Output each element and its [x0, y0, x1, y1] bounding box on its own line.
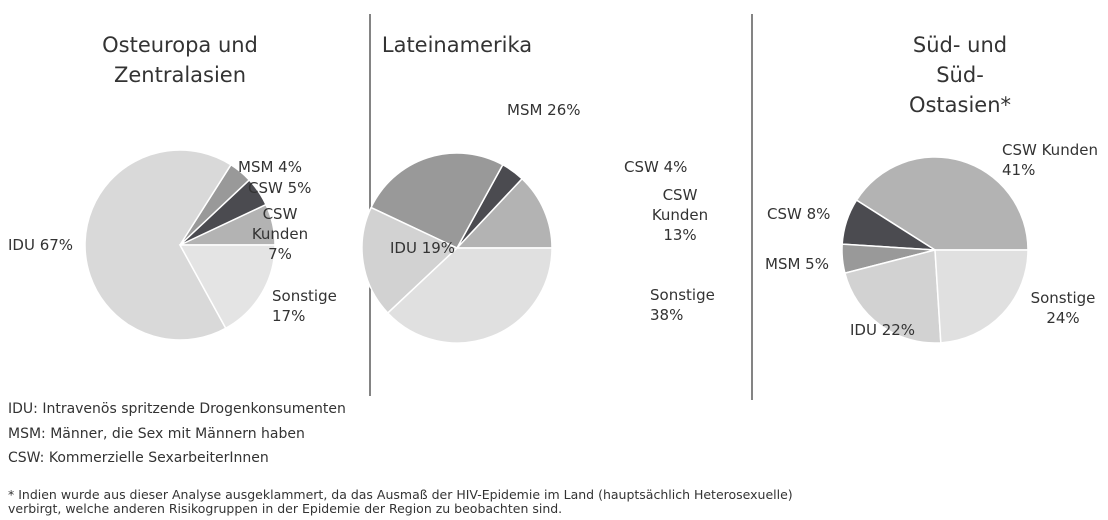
note: CSW: Kommerzielle SexarbeiterInnen [8, 450, 269, 466]
slice-label: CSW 8% [767, 205, 831, 223]
chart-title: Süd- und Süd-Ostasien* [908, 33, 1012, 117]
slice-label: CSW Kunden 7% [251, 205, 309, 263]
pie-slice [844, 249, 942, 344]
note: MSM: Männer, die Sex mit Männern haben [8, 426, 305, 442]
slice-label: MSM 5% [765, 255, 829, 273]
note: IDU: Intravenös spritzende Drogenkonsume… [8, 401, 346, 417]
slice-label: IDU 67% [8, 236, 74, 254]
slice-label: MSM 4% [238, 158, 302, 176]
pie-slice [934, 249, 1029, 344]
pie-slice [370, 152, 504, 249]
slice-label: IDU 19% [390, 239, 456, 257]
pie-slice [386, 247, 553, 344]
footnote: * Indien wurde aus dieser Analyse ausgek… [8, 487, 793, 516]
slice-label: MSM 26% [507, 101, 581, 119]
pie-slice [361, 206, 459, 315]
chart-title: Osteuropa und Zentralasien [102, 33, 258, 87]
slice-label: CSW 5% [248, 179, 312, 197]
slice-label: Sonstige 38% [650, 286, 715, 324]
slice-label: CSW Kunden 13% [651, 186, 709, 244]
pie-slice [455, 177, 553, 249]
pie-slice [84, 149, 232, 341]
slice-label: IDU 22% [850, 321, 916, 339]
pie-slice [178, 244, 276, 330]
slice-label: CSW Kunden 41% [1002, 141, 1098, 179]
chart-title: Lateinamerika [381, 33, 533, 57]
slice-label: Sonstige 24% [1030, 289, 1096, 327]
slice-label: Sonstige 17% [272, 287, 337, 325]
slice-label: CSW 4% [624, 158, 688, 176]
